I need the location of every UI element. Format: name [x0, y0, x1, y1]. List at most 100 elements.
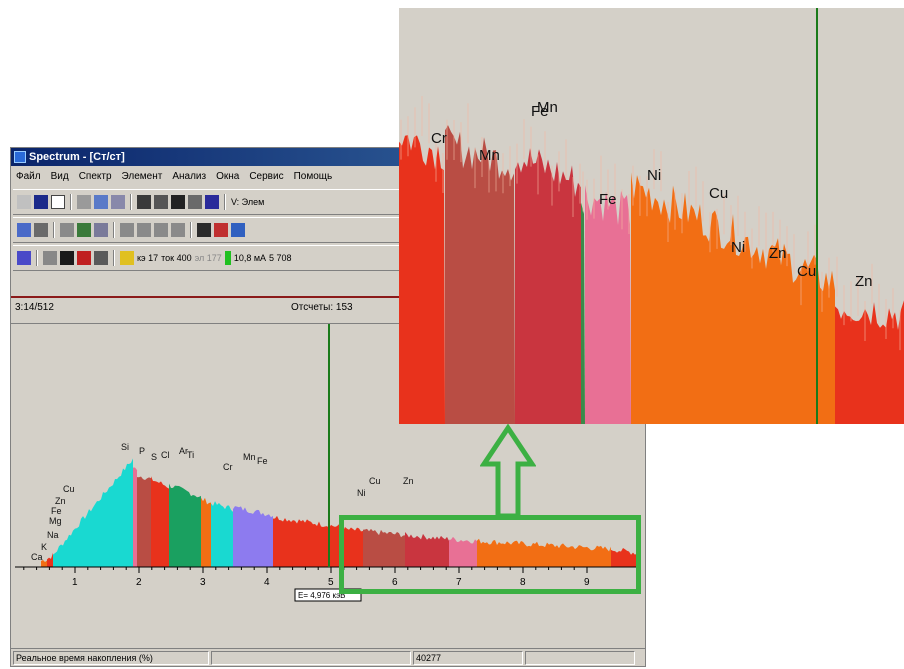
- zoom-spectrum-band: [631, 172, 835, 424]
- readout-fifth: 5 708: [269, 253, 292, 263]
- binoculars-icon[interactable]: [171, 195, 185, 209]
- lamp-icon[interactable]: [120, 251, 134, 265]
- chart-icon[interactable]: [94, 195, 108, 209]
- copy-icon[interactable]: [77, 195, 91, 209]
- detector-icon[interactable]: [17, 251, 31, 265]
- element-label: Mn: [243, 452, 256, 462]
- x-tick-label: 3: [200, 577, 206, 588]
- status-value: 40277: [413, 651, 523, 665]
- info-icon[interactable]: [205, 195, 219, 209]
- marker-icon[interactable]: [197, 223, 211, 237]
- spectrum-band: [449, 536, 477, 567]
- stop-icon[interactable]: [60, 251, 74, 265]
- window4-icon[interactable]: [171, 223, 185, 237]
- spectrum-band: [169, 483, 201, 567]
- element-label: Cr: [223, 462, 233, 472]
- zoom-element-label: Cr: [431, 130, 447, 147]
- menu-analysis[interactable]: Анализ: [172, 171, 207, 182]
- element-label: Mg: [49, 516, 62, 526]
- flag-icon[interactable]: [214, 223, 228, 237]
- timer-icon[interactable]: [94, 251, 108, 265]
- menu-file[interactable]: Файл: [16, 171, 41, 182]
- zoom-spectrum-band: [445, 125, 515, 425]
- window3-icon[interactable]: [154, 223, 168, 237]
- element-label: Cl: [161, 450, 170, 460]
- x-tick-label: 4: [264, 577, 270, 588]
- zoom-element-label: Mn: [479, 147, 500, 164]
- settings-icon[interactable]: [111, 195, 125, 209]
- spectrum-band: [405, 532, 449, 567]
- zoom-spectrum-band: [835, 300, 904, 424]
- menu-help[interactable]: Помощь: [293, 171, 333, 182]
- toolbar-file: V: Элем: [13, 189, 403, 215]
- separator: [36, 250, 38, 266]
- readout-kv: кэ 17: [137, 253, 159, 263]
- readout-current: ток 400: [161, 253, 192, 263]
- spectrum-band: [363, 528, 405, 567]
- compare-icon[interactable]: [94, 223, 108, 237]
- peaks-icon[interactable]: [77, 223, 91, 237]
- cursor-readout: E= 4,976 кэВ: [298, 591, 345, 600]
- zoom-element-label: Ni: [647, 167, 661, 184]
- pointer-icon[interactable]: [188, 195, 202, 209]
- x-tick-label: 2: [136, 577, 142, 588]
- x-tick-label: 9: [584, 577, 590, 588]
- element-label: Fe: [257, 456, 268, 466]
- divider: [11, 296, 645, 298]
- x-tick-label: 1: [72, 577, 78, 588]
- toolbar-view: [13, 217, 403, 243]
- histogram-icon[interactable]: [17, 223, 31, 237]
- print-icon[interactable]: [137, 195, 151, 209]
- grid-icon[interactable]: [60, 223, 74, 237]
- record-icon[interactable]: [77, 251, 91, 265]
- menu-windows[interactable]: Окна: [216, 171, 240, 182]
- counts-readout: Отсчеты: 153: [291, 302, 353, 313]
- menu-spectrum[interactable]: Спектр: [78, 171, 112, 182]
- zoom-spectrum-band: [399, 135, 445, 425]
- zoom-element-label: Cu: [709, 185, 728, 202]
- separator: [53, 222, 55, 238]
- spectrum-band: [151, 476, 169, 567]
- element-label: Zn: [55, 496, 66, 506]
- element-combo[interactable]: V: Элем: [231, 197, 265, 207]
- element-label: Zn: [403, 476, 414, 486]
- zoom-spectrum-band: [515, 148, 581, 424]
- spectrum-plot[interactable]: 1 2 3 4 5 6 7 8 9 E= 4,976 кэВ Ca K Na Mg Fe Zn Cu Si P S Cl…: [11, 323, 645, 602]
- x-tick-label: 8: [520, 577, 526, 588]
- separator: [190, 222, 192, 238]
- open-icon[interactable]: [17, 195, 31, 209]
- save-icon[interactable]: [34, 195, 48, 209]
- menu-view[interactable]: Вид: [50, 171, 69, 182]
- readout-third: эл 177: [194, 253, 222, 263]
- window1-icon[interactable]: [120, 223, 134, 237]
- x-tick-label: 7: [456, 577, 462, 588]
- element-label: Si: [121, 442, 129, 452]
- element-label: Ar: [179, 446, 188, 456]
- spectrum-band: [211, 501, 233, 567]
- channel-readout: 3:14/512: [15, 302, 54, 313]
- zoom-spectrum-band: [585, 185, 631, 424]
- element-label: Ca: [31, 552, 43, 562]
- spectrum-band: [53, 458, 133, 567]
- scale-icon[interactable]: [34, 223, 48, 237]
- zoom-element-label: Mn: [537, 99, 558, 116]
- pause-icon[interactable]: [43, 251, 57, 265]
- status-panel-empty: [211, 651, 411, 665]
- menu-service[interactable]: Сервис: [249, 171, 284, 182]
- preview-icon[interactable]: [154, 195, 168, 209]
- window2-icon[interactable]: [137, 223, 151, 237]
- new-icon[interactable]: [51, 195, 65, 209]
- zoom-region-box: [339, 515, 641, 594]
- status-bar: Реальное время накопления (%) 40277: [11, 648, 645, 667]
- x-tick-label: 6: [392, 577, 398, 588]
- separator: [224, 194, 226, 210]
- menu-element[interactable]: Элемент: [121, 171, 163, 182]
- separator: [70, 194, 72, 210]
- spectrum-band: [233, 506, 273, 567]
- pin-icon[interactable]: [231, 223, 245, 237]
- zoom-element-label: Cu: [797, 263, 816, 280]
- zoom-spectrum-band: [581, 202, 585, 424]
- element-label: Ti: [187, 450, 194, 460]
- separator: [113, 250, 115, 266]
